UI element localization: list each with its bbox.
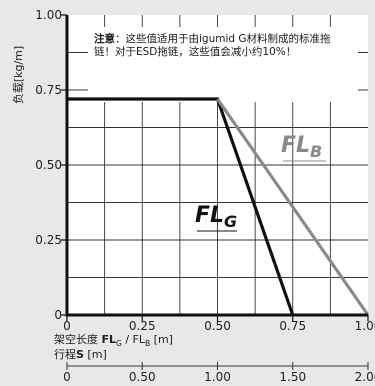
series-label-main: FL bbox=[195, 203, 224, 228]
series-label-main: FL bbox=[281, 133, 310, 158]
x-axis-label-flb-sub: B bbox=[145, 339, 151, 349]
y-tick-label: 0.25 bbox=[35, 233, 62, 247]
y-tick-label: 0.50 bbox=[35, 158, 62, 172]
x-tick-label: 0.25 bbox=[129, 319, 156, 333]
note-text: 注意：这些值适用于由igumid G材料制成的标准拖链！对于ESD拖链，这些值会… bbox=[94, 33, 349, 58]
x-axis-label-flg-sub: G bbox=[116, 339, 122, 349]
x-axis-label-prefix: 架空长度 bbox=[54, 333, 98, 346]
y-tick-label: 0 bbox=[54, 308, 62, 322]
series-line-flb bbox=[216, 98, 370, 316]
x2-axis-label-bold: S bbox=[76, 348, 84, 361]
x2-axis-label-unit: [m] bbox=[83, 348, 107, 361]
series-label-sub: G bbox=[224, 212, 237, 231]
y-axis-label: 负载[kg/m] bbox=[11, 46, 25, 104]
y-tick-label: 1.00 bbox=[35, 8, 62, 22]
x2-tick-label: 2.00 bbox=[355, 370, 375, 384]
x-axis-label-unit: [m] bbox=[150, 333, 173, 346]
note-box bbox=[88, 27, 358, 102]
x-tick-label: 0 bbox=[63, 319, 71, 333]
x-tick-label: 0.75 bbox=[279, 319, 306, 333]
x-tick-label: 1.00 bbox=[355, 319, 375, 333]
note-bold: 注意 bbox=[94, 33, 115, 45]
y-tick-label: 0.75 bbox=[35, 83, 62, 97]
x2-axis-label-prefix: 行程 bbox=[54, 348, 76, 361]
series-label-sub: B bbox=[310, 142, 322, 161]
x2-axis-label: 行程S [m] bbox=[54, 348, 107, 361]
series-label-flg: FLG bbox=[195, 203, 237, 231]
series-label-flb: FLB bbox=[281, 133, 322, 161]
x-tick-label: 0.50 bbox=[204, 319, 231, 333]
note-body: ：这些值适用于由igumid G材料制成的标准拖链！对于ESD拖链，这些值会减小… bbox=[94, 33, 331, 58]
axes bbox=[61, 14, 369, 370]
x2-tick-label: 1.00 bbox=[204, 370, 231, 384]
x2-tick-label: 0.50 bbox=[129, 370, 156, 384]
x-axis-label: 架空长度 FLG / FLB [m] bbox=[54, 333, 173, 350]
x2-tick-label: 1.50 bbox=[279, 370, 306, 384]
x2-tick-label: 0 bbox=[63, 370, 71, 384]
series-lines bbox=[67, 97, 370, 316]
x-axis-label-sep: / FL bbox=[121, 333, 145, 346]
tick-labels: 0 0.25 0.50 0.75 1.00 0 0.25 0.50 0.75 1.00 0 0.50 1… bbox=[35, 8, 375, 384]
x-axis-label-flg: FL bbox=[101, 333, 117, 346]
